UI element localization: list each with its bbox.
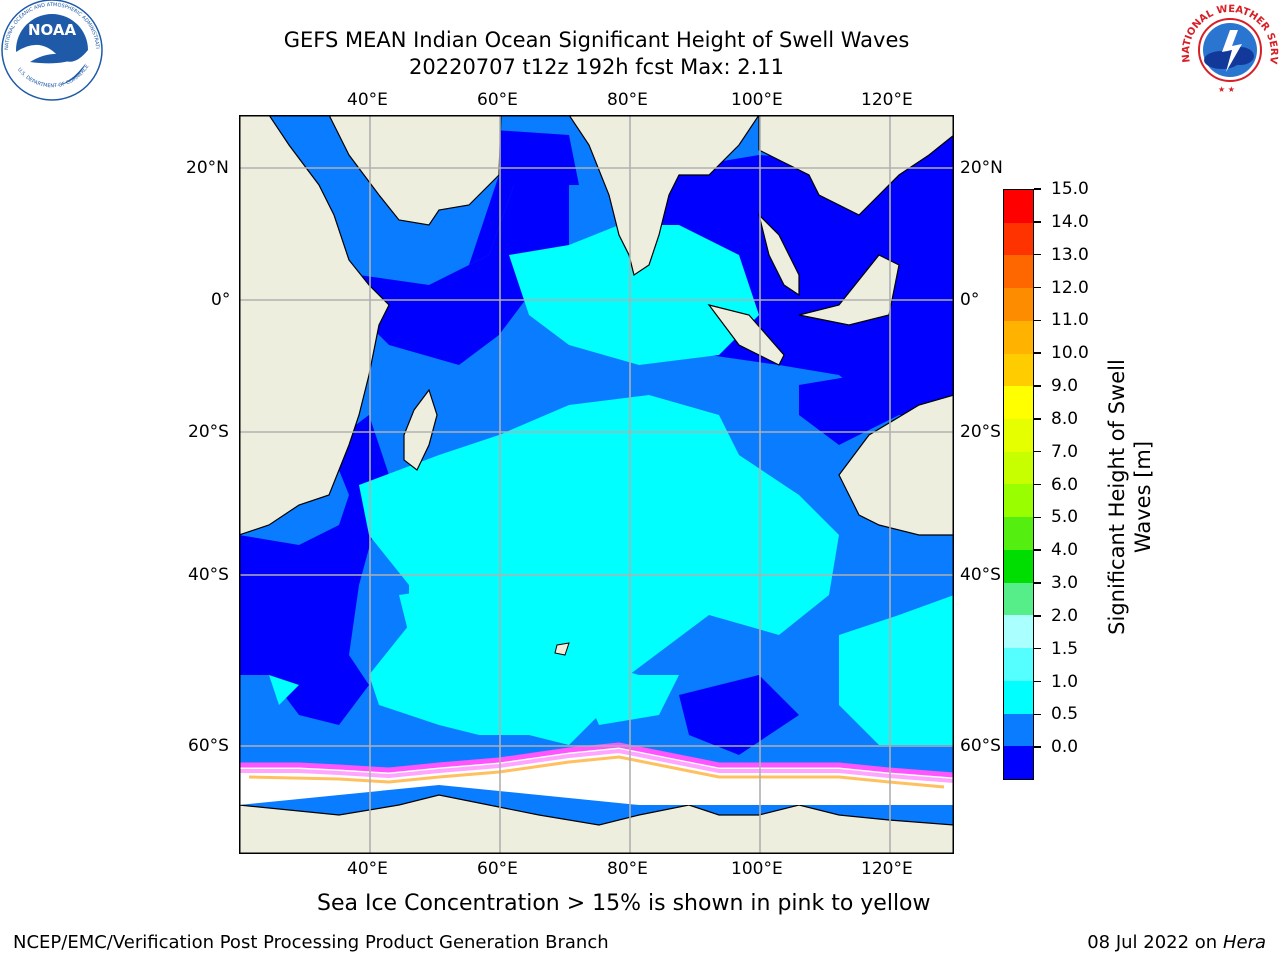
noaa-logo: NOAA NATIONAL OCEANIC AND ATMOSPHERIC AD…	[0, 0, 105, 105]
high-swell-regions	[269, 225, 954, 745]
footer-right: 08 Jul 2022 on Hera	[1087, 932, 1266, 954]
colorbar-swatch	[1004, 680, 1033, 714]
colorbar-tick-mark	[1034, 418, 1041, 420]
colorbar-tick-mark	[1034, 221, 1041, 223]
colorbar-tick-label: 3.0	[1051, 573, 1079, 593]
svg-text:NOAA: NOAA	[28, 21, 77, 39]
colorbar-tick-mark	[1034, 647, 1041, 650]
colorbar-swatch	[1004, 222, 1033, 256]
lat-tick-right-40s: 40°S	[960, 565, 1001, 585]
colorbar-tick-mark	[1034, 319, 1041, 322]
colorbar-tick-mark	[1034, 549, 1041, 551]
colorbar-tick-label: 13.0	[1051, 244, 1089, 265]
footer-left: NCEP/EMC/Verification Post Processing Pr…	[13, 932, 609, 953]
lat-tick-left-20n: 20°N	[186, 158, 229, 178]
colorbar-tick-label: 10.0	[1051, 343, 1089, 364]
colorbar-tick-label: 9.0	[1051, 376, 1079, 396]
map-frame	[239, 115, 954, 854]
lon-tick-top-40e: 40°E	[347, 90, 388, 110]
chart-title: GEFS MEAN Indian Ocean Significant Heigh…	[283, 28, 910, 52]
map-plot	[238, 114, 955, 855]
land-masses	[238, 114, 955, 855]
lat-tick-right-60s: 60°S	[960, 736, 1001, 756]
colorbar-tick-mark	[1034, 713, 1041, 716]
colorbar-swatch	[1004, 255, 1033, 289]
footer-date: 08 Jul 2022 on	[1087, 932, 1223, 953]
colorbar-tick-label: 1.5	[1051, 638, 1079, 659]
nws-logo: NATIONAL WEATHER SERVICE ★ ★	[1174, 0, 1280, 100]
lat-tick-left-0: 0°	[211, 290, 231, 310]
colorbar-tick-label: 2.0	[1051, 605, 1079, 626]
colorbar-tick-mark	[1034, 680, 1041, 683]
sea-ice	[239, 742, 955, 805]
lon-tick-bottom-120e: 120°E	[861, 859, 913, 879]
colorbar-swatch	[1004, 419, 1033, 452]
lon-tick-top-80e: 80°E	[607, 90, 648, 110]
colorbar-tick-mark	[1034, 746, 1041, 748]
colorbar-tick-label: 5.0	[1051, 507, 1079, 528]
lon-tick-top-60e: 60°E	[477, 90, 518, 110]
colorbar-swatch	[1004, 190, 1033, 223]
lat-tick-left-40s: 40°S	[188, 565, 229, 585]
svg-text:★ ★: ★ ★	[1218, 85, 1235, 94]
lon-tick-top-100e: 100°E	[731, 90, 783, 110]
colorbar-tick-label: 15.0	[1051, 179, 1089, 199]
footer-host: Hera	[1222, 932, 1266, 953]
colorbar-tick-label: 12.0	[1051, 277, 1089, 298]
colorbar-swatch	[1004, 615, 1033, 649]
colorbar-tick-label: 11.0	[1051, 310, 1089, 331]
lon-tick-bottom-60e: 60°E	[477, 859, 518, 879]
colorbar-swatch	[1004, 386, 1033, 420]
colorbar-tick-mark	[1034, 582, 1041, 584]
graticule	[239, 115, 954, 854]
colorbar-swatch	[1004, 288, 1033, 321]
colorbar-tick-mark	[1034, 286, 1041, 289]
colorbar-label: Significant Height of Swell Waves [m]	[1105, 359, 1155, 635]
colorbar-tick-mark	[1034, 450, 1041, 453]
colorbar-swatch	[1004, 484, 1033, 518]
colorbar-swatch	[1004, 353, 1033, 387]
lat-tick-left-20s: 20°S	[188, 422, 229, 442]
colorbar-swatch	[1004, 582, 1033, 616]
colorbar-tick-label: 7.0	[1051, 441, 1079, 462]
lat-tick-right-20s: 20°S	[960, 422, 1001, 442]
colorbar-tick-mark	[1034, 516, 1041, 519]
lon-tick-top-120e: 120°E	[861, 90, 913, 110]
lat-tick-right-20n: 20°N	[960, 158, 1003, 178]
colorbar-tick-mark	[1034, 615, 1041, 617]
lon-tick-bottom-100e: 100°E	[731, 859, 783, 879]
colorbar	[1003, 189, 1034, 780]
map-panel	[238, 114, 955, 855]
colorbar-tick-label: 8.0	[1051, 408, 1079, 429]
colorbar-tick-label: 0.0	[1051, 737, 1079, 758]
lon-tick-bottom-40e: 40°E	[347, 859, 388, 879]
colorbar-swatch	[1004, 746, 1033, 779]
lon-tick-bottom-80e: 80°E	[607, 859, 648, 879]
colorbar-swatch	[1004, 648, 1033, 681]
lat-tick-left-60s: 60°S	[188, 736, 229, 756]
colorbar-swatch	[1004, 713, 1033, 747]
colorbar-tick-label: 4.0	[1051, 540, 1079, 561]
colorbar-tick-mark	[1034, 483, 1041, 486]
colorbar-tick-label: 6.0	[1051, 474, 1079, 495]
colorbar-swatch	[1004, 320, 1033, 354]
colorbar-tick-mark	[1034, 352, 1041, 354]
lat-tick-right-0: 0°	[960, 290, 980, 310]
colorbar-swatch	[1004, 451, 1033, 485]
colorbar-swatches	[1004, 190, 1033, 779]
colorbar-tick-mark	[1034, 385, 1041, 387]
colorbar-tick-label: 0.5	[1051, 704, 1079, 725]
sea-ice-caption: Sea Ice Concentration > 15% is shown in …	[317, 891, 931, 916]
colorbar-swatch	[1004, 549, 1033, 583]
colorbar-tick-mark	[1034, 253, 1041, 256]
kerguelen-island	[554, 642, 570, 656]
chart-subtitle: 20220707 t12z 192h fcst Max: 2.11	[409, 55, 784, 79]
colorbar-tick-label: 14.0	[1051, 211, 1089, 232]
colorbar-tick-mark	[1034, 188, 1041, 190]
colorbar-tick-label: 1.0	[1051, 671, 1079, 692]
colorbar-swatch	[1004, 517, 1033, 550]
colorbar-ticks: 15.0 14.0 13.0 12.0 11.0 10.0 9.0 8.0 7.0 6.0 5.0 4…	[1034, 179, 1104, 780]
